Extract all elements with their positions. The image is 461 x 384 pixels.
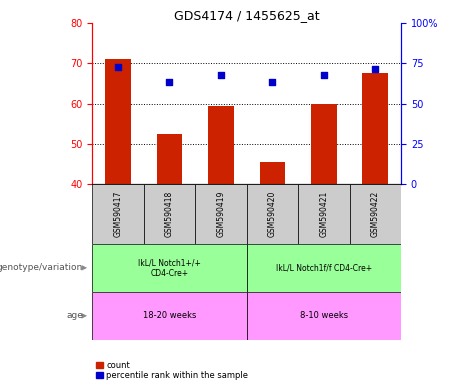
Bar (92, 184, 144, 244)
Text: 18-20 weeks: 18-20 weeks (143, 311, 196, 320)
Bar (144, 184, 195, 244)
Bar (105, 60, 131, 184)
Bar (247, 292, 401, 340)
Text: GSM590420: GSM590420 (268, 191, 277, 237)
Text: GSM590419: GSM590419 (216, 191, 225, 237)
Bar (157, 134, 182, 184)
Text: age: age (66, 311, 83, 320)
Point (217, 73, 225, 79)
Text: GSM590417: GSM590417 (113, 191, 123, 237)
Bar (92, 292, 247, 340)
Bar (247, 184, 298, 244)
Point (269, 78, 276, 84)
Text: genotype/variation: genotype/variation (0, 263, 83, 272)
Text: IkL/L Notch1+/+
CD4-Cre+: IkL/L Notch1+/+ CD4-Cre+ (138, 258, 201, 278)
Text: 8-10 weeks: 8-10 weeks (300, 311, 348, 320)
Text: GSM590418: GSM590418 (165, 191, 174, 237)
Bar (195, 184, 247, 244)
Bar (208, 106, 234, 184)
Point (320, 73, 327, 79)
Point (114, 65, 122, 71)
Text: IkL/L Notch1f/f CD4-Cre+: IkL/L Notch1f/f CD4-Cre+ (276, 263, 372, 272)
Point (166, 78, 173, 84)
Bar (298, 184, 349, 244)
Bar (362, 73, 388, 184)
Text: GSM590421: GSM590421 (319, 191, 328, 237)
Point (372, 66, 379, 73)
Title: GDS4174 / 1455625_at: GDS4174 / 1455625_at (174, 9, 319, 22)
Text: GSM590422: GSM590422 (371, 191, 380, 237)
Bar (349, 184, 401, 244)
Bar (260, 162, 285, 184)
Bar (311, 104, 337, 184)
Bar (247, 244, 401, 292)
Legend: count, percentile rank within the sample: count, percentile rank within the sample (96, 361, 248, 380)
Bar (92, 244, 247, 292)
